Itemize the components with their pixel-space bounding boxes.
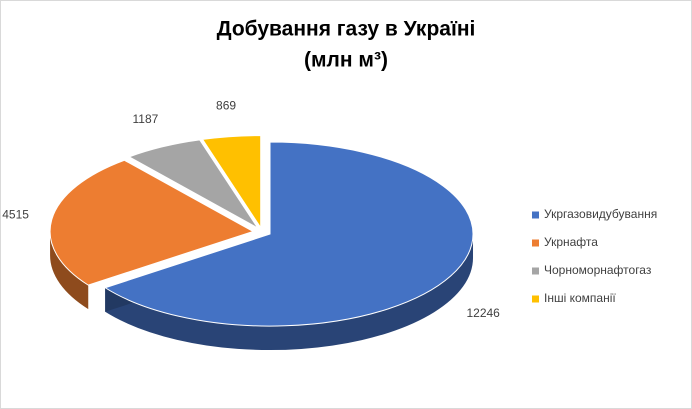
- legend-label: Укргазовидубування: [544, 207, 657, 221]
- slice: [49, 159, 255, 286]
- legend-swatch: [532, 211, 539, 219]
- legend-swatch: [532, 267, 539, 275]
- chart-title: Добування газу в Україні: [217, 18, 476, 41]
- slice: [127, 139, 259, 229]
- data-label: 12246: [466, 306, 500, 320]
- legend-swatch: [532, 295, 539, 303]
- legend-swatch: [532, 239, 539, 247]
- data-label: 4515: [2, 208, 29, 222]
- legend-label: Укрнафта: [544, 235, 598, 249]
- slice: [201, 135, 262, 230]
- slice: [104, 141, 474, 327]
- slice-side: [105, 234, 474, 351]
- data-label: 869: [216, 98, 236, 112]
- legend-label: Інші компанії: [544, 291, 616, 305]
- legend-label: Чорноморнафтогаз: [544, 263, 652, 277]
- chart-subtitle: (млн м³): [304, 49, 388, 72]
- data-label: 1187: [132, 112, 158, 126]
- slice-side: [50, 231, 89, 310]
